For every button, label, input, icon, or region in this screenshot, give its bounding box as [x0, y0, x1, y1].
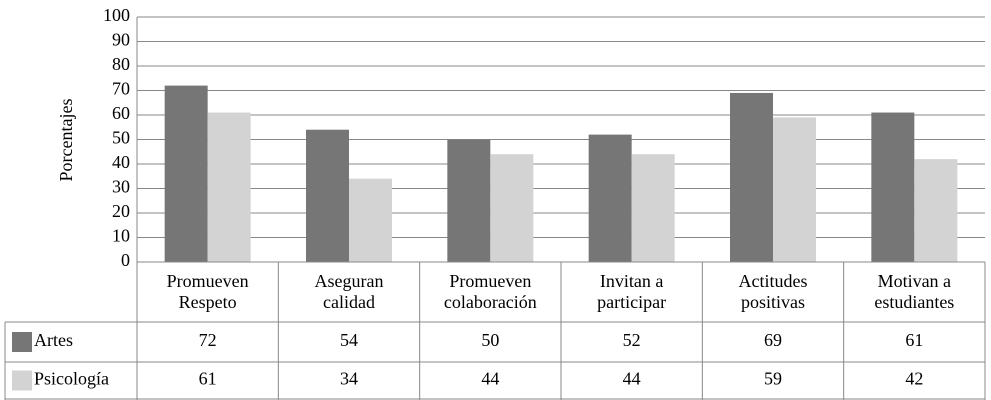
table-value: 44 [481, 369, 499, 389]
y-tick-label: 80 [112, 54, 130, 74]
table-value: 52 [623, 330, 641, 350]
y-tick-label: 50 [112, 128, 130, 148]
table-value: 61 [905, 330, 923, 350]
category-label: Actitudes positivas [738, 271, 808, 312]
bar [773, 117, 816, 262]
bar [306, 129, 349, 262]
table-value: 59 [764, 369, 782, 389]
bar [207, 112, 251, 262]
y-tick-label: 90 [112, 30, 130, 50]
bar [490, 154, 534, 262]
y-tick-label: 10 [112, 226, 130, 246]
legend-swatch [12, 370, 32, 391]
bar [914, 159, 958, 262]
y-tick-label: 100 [103, 5, 130, 25]
y-axis-label: Porcentajes [56, 99, 76, 182]
legend-swatch [12, 332, 32, 352]
bar [588, 134, 632, 262]
table-value: 34 [340, 369, 358, 389]
bar [871, 112, 915, 262]
y-tick-label: 20 [112, 201, 130, 221]
category-label: Aseguran calidad [314, 271, 384, 312]
category-label: Motivan a estudiantes [874, 271, 955, 312]
bar [164, 85, 208, 262]
table-value: 72 [199, 330, 217, 350]
bar [730, 92, 773, 262]
y-tick-label: 70 [112, 79, 130, 99]
table-value: 69 [764, 330, 782, 350]
bar [447, 139, 491, 262]
y-tick-label: 0 [121, 250, 130, 270]
bar [349, 178, 392, 262]
legend-label: Artes [34, 330, 73, 350]
category-label: Promueven colaboración [443, 271, 537, 312]
table-value: 61 [199, 369, 217, 389]
legend-label: Psicología [34, 369, 109, 389]
y-tick-label: 30 [112, 177, 130, 197]
table-value: 50 [481, 330, 499, 350]
table-value: 42 [905, 369, 923, 389]
category-label: Invitan a participar [597, 271, 667, 312]
table-value: 54 [340, 330, 358, 350]
table-value: 44 [623, 369, 641, 389]
y-tick-label: 40 [112, 152, 130, 172]
category-label: Promueven Respeto [166, 271, 249, 312]
y-tick-label: 60 [112, 103, 130, 123]
bar [631, 154, 675, 262]
